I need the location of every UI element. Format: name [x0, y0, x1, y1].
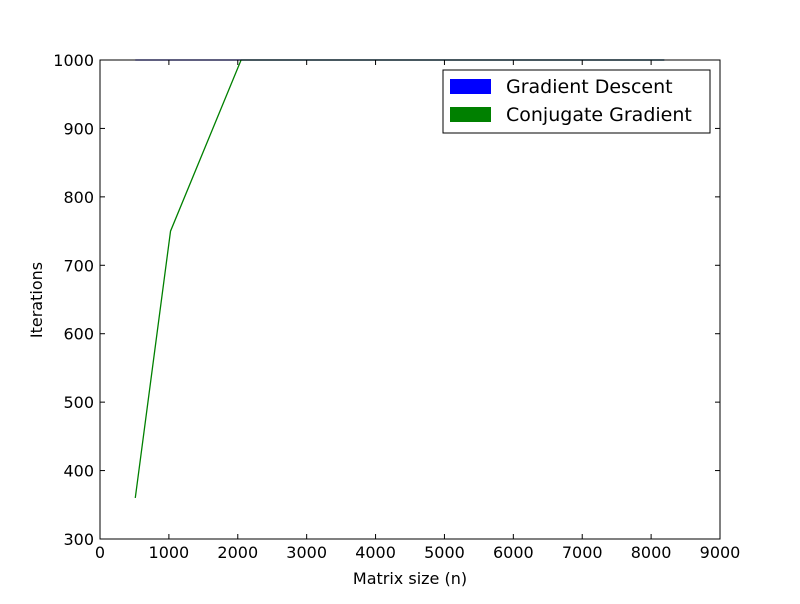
x-tick-label: 2000 [217, 543, 258, 562]
x-tick-label: 3000 [286, 543, 327, 562]
y-tick-label: 400 [63, 462, 94, 481]
y-tick-label: 900 [63, 119, 94, 138]
y-tick-label: 700 [63, 256, 94, 275]
x-tick-label: 1000 [149, 543, 190, 562]
legend-swatch-gradient-descent [450, 79, 491, 94]
y-tick-label: 600 [63, 325, 94, 344]
y-tick-label: 1000 [53, 51, 94, 70]
legend-label-conjugate-gradient: Conjugate Gradient [506, 104, 692, 126]
plot-frame [99, 59, 721, 540]
legend: Gradient Descent Conjugate Gradient [442, 69, 711, 134]
x-tick-label: 7000 [562, 543, 603, 562]
x-tick-label: 0 [95, 543, 105, 562]
x-axis-label: Matrix size (n) [353, 569, 467, 588]
x-tick-label: 8000 [631, 543, 672, 562]
y-axis-label: Iterations [27, 262, 46, 338]
x-tick-label: 6000 [493, 543, 534, 562]
legend-swatch-conjugate-gradient [450, 107, 491, 122]
y-tick-label: 500 [63, 393, 94, 412]
legend-label-gradient-descent: Gradient Descent [506, 76, 673, 98]
y-tick-label: 800 [63, 188, 94, 207]
x-tick-label: 5000 [424, 543, 465, 562]
x-tick-label: 4000 [355, 543, 396, 562]
y-tick-label: 300 [63, 530, 94, 549]
ticks-layer: 0 1000 2000 3000 4000 5000 6000 7000 8000 9000 300… [53, 51, 740, 562]
x-tick-label: 9000 [700, 543, 741, 562]
